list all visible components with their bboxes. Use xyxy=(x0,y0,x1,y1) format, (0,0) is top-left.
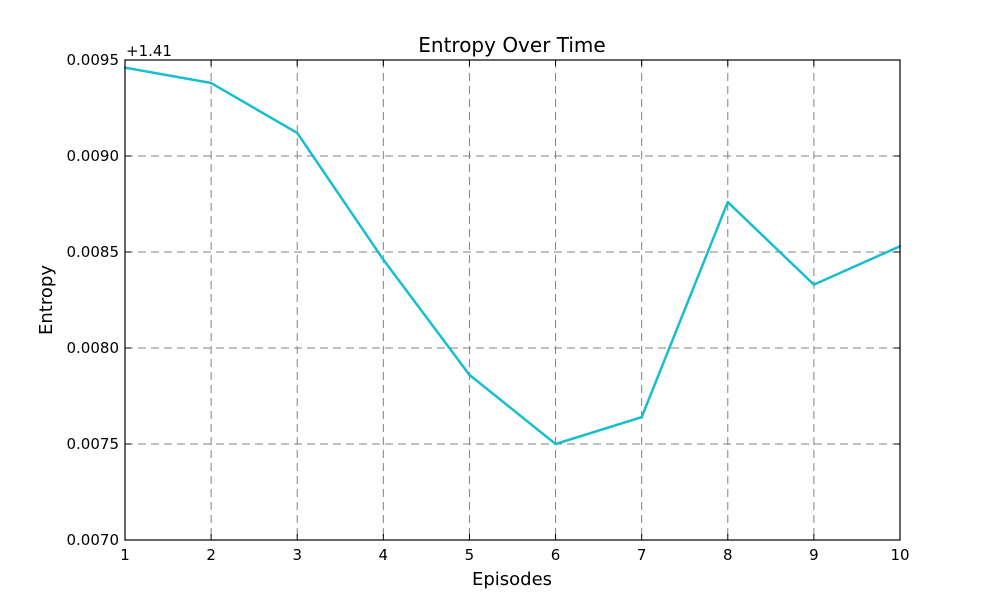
x-tick-label: 2 xyxy=(206,546,216,564)
data-point xyxy=(812,283,816,286)
data-point xyxy=(726,200,729,204)
series-line xyxy=(124,66,901,446)
x-tick-label: 4 xyxy=(379,546,389,564)
series-group xyxy=(123,66,902,446)
x-tick-label: 8 xyxy=(723,546,733,564)
data-point xyxy=(382,258,385,261)
axis-ticks xyxy=(124,59,901,541)
x-tick-label: 6 xyxy=(551,546,561,564)
grid xyxy=(125,60,900,540)
x-tick-label: 1 xyxy=(120,546,130,564)
x-tick-label: 10 xyxy=(890,546,909,564)
data-point xyxy=(640,415,643,419)
y-tick-label: 0.0095 xyxy=(67,51,120,69)
plot-frame xyxy=(124,59,901,541)
data-point xyxy=(209,81,213,85)
x-tick-label: 9 xyxy=(809,546,819,564)
x-axis-label: Episodes xyxy=(472,569,552,590)
data-point xyxy=(554,442,557,446)
data-point xyxy=(296,131,299,135)
chart-title: Entropy Over Time xyxy=(418,33,605,57)
x-tick-label: 7 xyxy=(637,546,647,564)
y-axis-offset-label: +1.41 xyxy=(126,42,172,60)
y-tick-label: 0.0075 xyxy=(67,435,120,453)
y-tick-label: 0.0080 xyxy=(67,339,120,357)
x-tick-label: 3 xyxy=(292,546,302,564)
data-point xyxy=(468,373,471,377)
y-tick-label: 0.0085 xyxy=(67,243,120,261)
tick-labels: 1 2 3 4 5 6 7 8 9 10 0.0070 0.0075 0.0080 0.0085 0.009… xyxy=(67,51,910,564)
y-axis-label: Entropy xyxy=(36,265,57,335)
y-tick-label: 0.0090 xyxy=(67,147,120,165)
x-tick-label: 5 xyxy=(465,546,475,564)
y-tick-label: 0.0070 xyxy=(67,531,120,549)
